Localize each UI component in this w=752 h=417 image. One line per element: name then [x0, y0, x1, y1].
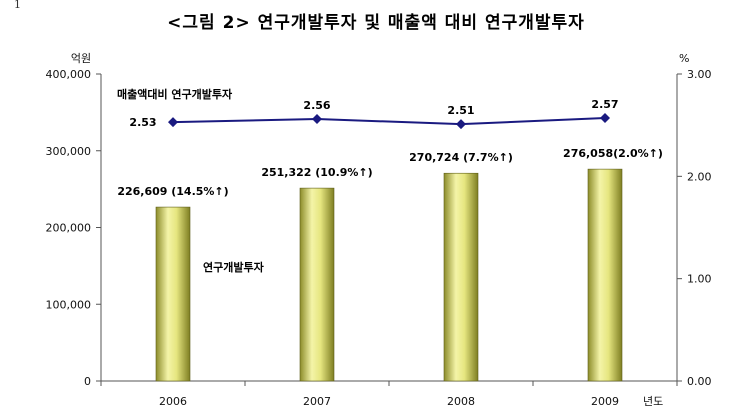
left-tick-label: 300,000 [46, 145, 92, 158]
line-series-name: 매출액대비 연구개발투자 [117, 87, 233, 101]
bar [299, 187, 335, 382]
line-point [600, 113, 610, 124]
labels-group: 226,609 (14.5%↑) 251,322 (10.9%↑) 270,724 … [117, 87, 663, 274]
chart-title: <그림 2> 연구개발투자 및 매출액 대비 연구개발투자 [167, 13, 585, 33]
bar-value-label: 276,058(2.0%↑) [563, 147, 663, 160]
axes-group: 0 100,000 200,000 300,000 400,000 0.00 1.00 2.0… [46, 52, 712, 408]
x-tick-label: 2008 [447, 395, 475, 408]
right-tick-label: 0.00 [687, 375, 712, 388]
right-tick-label: 2.00 [687, 170, 712, 183]
bar [155, 206, 191, 382]
left-tick-label: 400,000 [46, 68, 92, 81]
bar-series-name: 연구개발투자 [203, 260, 265, 274]
line-value-label: 2.51 [447, 104, 474, 117]
left-tick-label: 0 [84, 375, 91, 388]
bar-value-label: 226,609 (14.5%↑) [117, 185, 228, 198]
corner-mark: 1 [14, 0, 21, 11]
right-axis-unit: % [679, 52, 689, 65]
line-point [168, 117, 178, 128]
bars-group [155, 168, 623, 382]
right-tick-label: 3.00 [687, 68, 712, 81]
line-point [456, 119, 466, 130]
left-tick-label: 200,000 [46, 222, 92, 235]
bar-value-label: 251,322 (10.9%↑) [261, 166, 372, 179]
left-axis-unit: 억원 [71, 52, 91, 65]
x-tick-label: 2009 [591, 395, 619, 408]
bar [443, 172, 479, 382]
x-tick-label: 2007 [303, 395, 331, 408]
line-point [312, 114, 322, 125]
x-axis-unit: 년도 [643, 395, 663, 408]
line-value-label: 2.56 [303, 99, 330, 112]
bar-value-label: 270,724 (7.7%↑) [409, 151, 513, 164]
x-tick-label: 2006 [159, 395, 187, 408]
line-value-label: 2.53 [129, 116, 156, 129]
right-tick-label: 1.00 [687, 273, 712, 286]
left-tick-label: 100,000 [46, 298, 92, 311]
line-series [172, 117, 606, 126]
bar [587, 168, 623, 382]
line-group [168, 113, 610, 130]
line-value-label: 2.57 [591, 98, 618, 111]
